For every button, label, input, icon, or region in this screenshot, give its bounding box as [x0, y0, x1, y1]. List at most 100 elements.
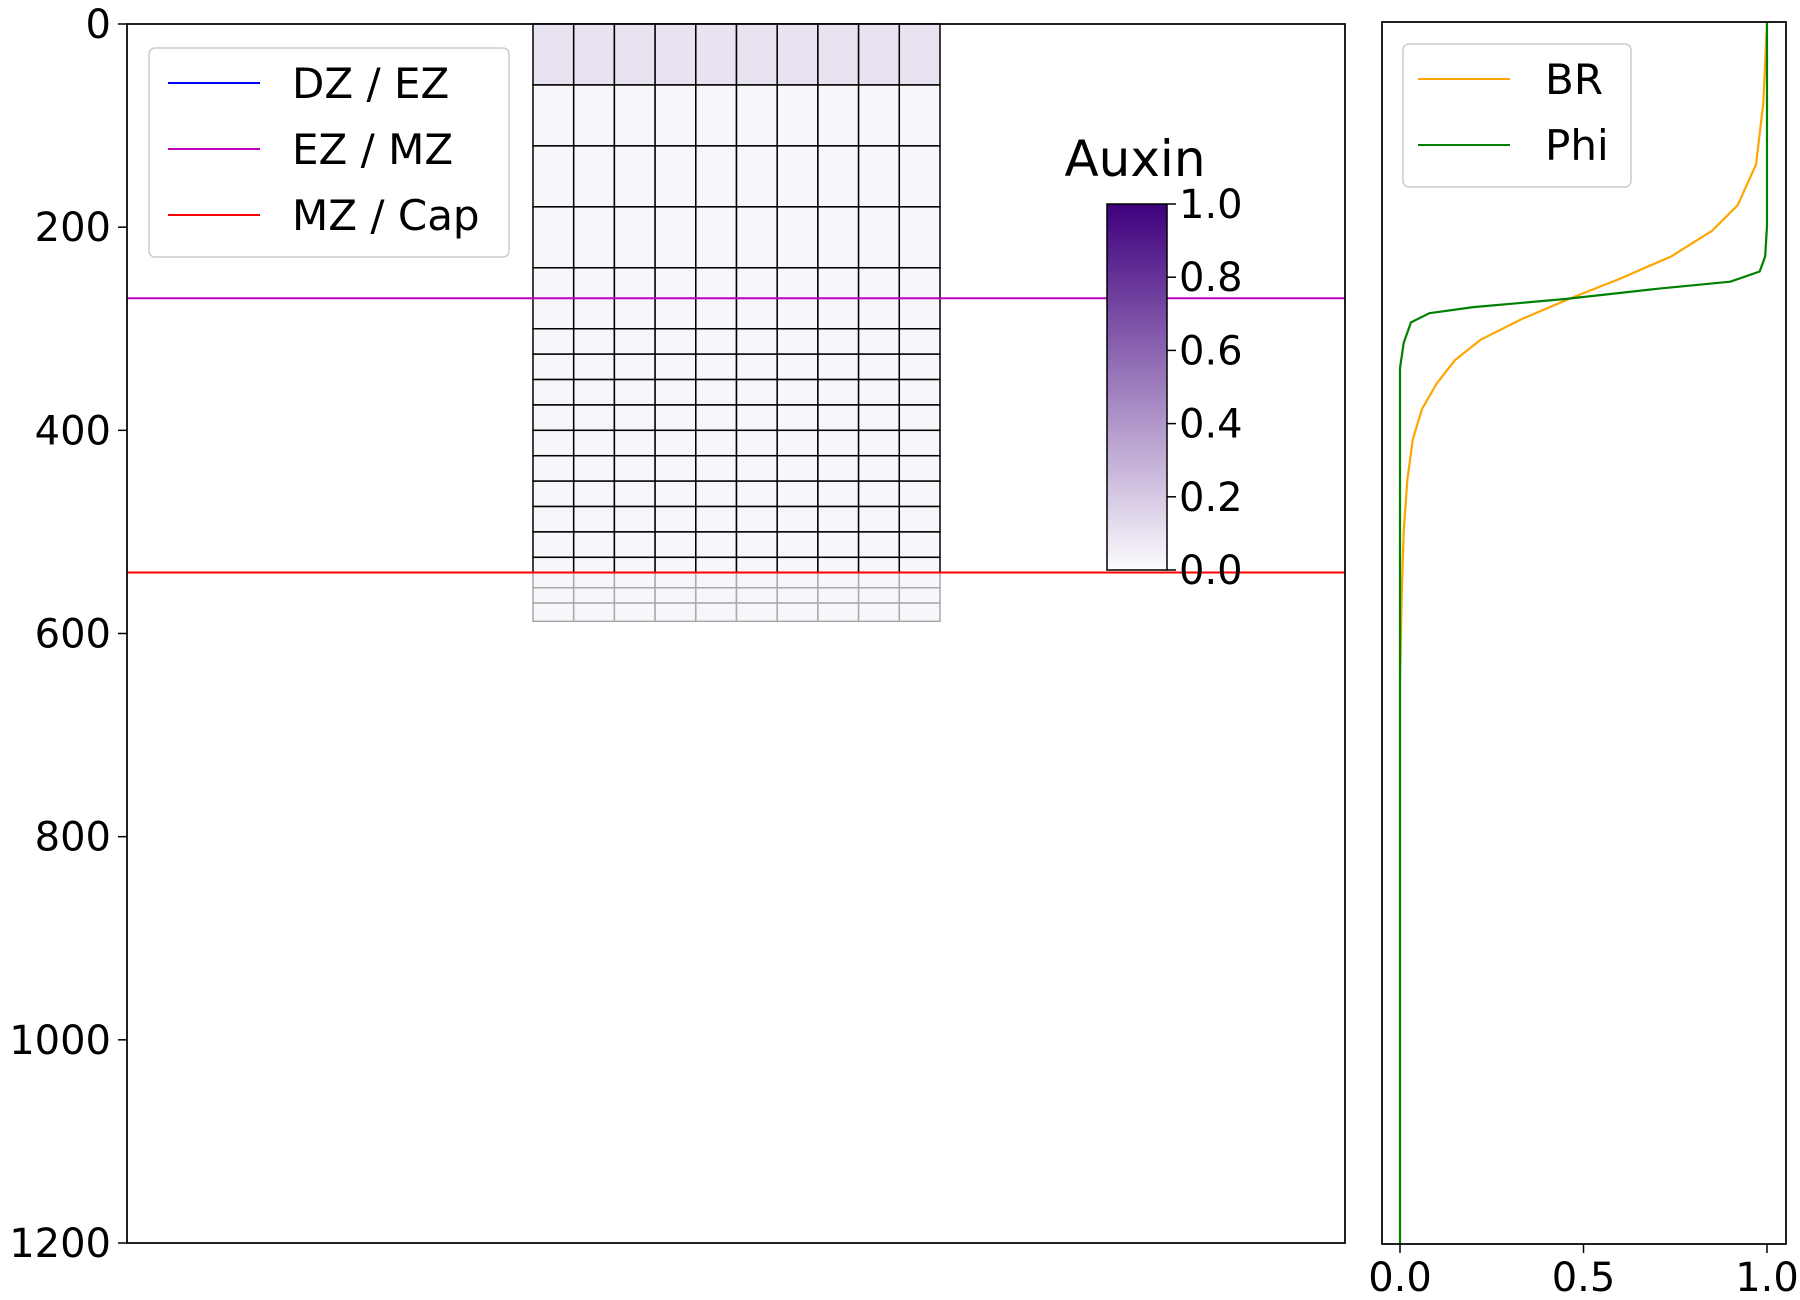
- cell: [776, 84, 819, 147]
- cell: [532, 84, 575, 147]
- cell: [776, 353, 819, 381]
- legend-label-phi: Phi: [1545, 121, 1609, 170]
- cell: [817, 571, 860, 589]
- cell: [654, 353, 697, 381]
- cell: [532, 297, 575, 330]
- cell: [695, 556, 738, 574]
- cell: [898, 556, 941, 574]
- cell: [654, 429, 697, 457]
- cell: [613, 353, 656, 381]
- cell: [572, 84, 616, 147]
- cell: [857, 353, 901, 381]
- cell: [695, 378, 738, 406]
- cell: [572, 353, 616, 381]
- cell: [532, 454, 575, 482]
- y-tick-label: 1000: [9, 1018, 111, 1064]
- cell: [654, 378, 697, 406]
- cell: [735, 353, 778, 381]
- cell: [735, 206, 778, 269]
- cell: [898, 587, 941, 604]
- cell: [613, 556, 656, 574]
- cell: [572, 556, 616, 574]
- cell: [817, 480, 860, 508]
- cell: [654, 480, 697, 508]
- cell: [857, 587, 901, 604]
- profile-series: [1398, 21, 1769, 1244]
- cell: [776, 23, 819, 86]
- cell: [776, 267, 819, 300]
- cell: [776, 571, 819, 589]
- y-tick-label: 1200: [9, 1221, 111, 1267]
- cell: [532, 480, 575, 508]
- cell: [898, 297, 941, 330]
- cell: [857, 267, 901, 300]
- cell: [857, 297, 901, 330]
- cell: [695, 206, 738, 269]
- main-legend: DZ / EZ EZ / MZ MZ / Cap: [148, 47, 510, 258]
- cell: [695, 404, 738, 432]
- cell: [857, 23, 901, 86]
- cell: [695, 297, 738, 330]
- cell: [776, 378, 819, 406]
- cell: [613, 587, 656, 604]
- cell: [898, 454, 941, 482]
- cell: [695, 267, 738, 300]
- cell: [898, 353, 941, 381]
- cell: [857, 571, 901, 589]
- cell: [572, 454, 616, 482]
- cell: [817, 602, 860, 623]
- cell: [613, 571, 656, 589]
- cell: [898, 505, 941, 533]
- y-tick-label: 600: [35, 612, 111, 658]
- cell: [572, 328, 616, 355]
- cell: [695, 480, 738, 508]
- cell: [654, 505, 697, 533]
- cell: [898, 571, 941, 589]
- main-panel: 0 200 400 600 800 1000 1200 DZ / EZ EZ / MZ MZ…: [9, 2, 1346, 1267]
- colorbar-tick-label: 0.4: [1179, 402, 1243, 448]
- cell: [572, 602, 616, 623]
- cell: [613, 454, 656, 482]
- cell: [776, 206, 819, 269]
- y-tick-label: 400: [35, 408, 111, 454]
- cell: [572, 531, 616, 559]
- cell: [857, 145, 901, 208]
- cell: [735, 505, 778, 533]
- cell: [735, 267, 778, 300]
- cell: [817, 353, 860, 381]
- cell: [735, 84, 778, 147]
- cell: [654, 328, 697, 355]
- profile-plot-border: [1381, 21, 1787, 1245]
- cell: [857, 429, 901, 457]
- series-line-phi: [1398, 22, 1769, 1244]
- cell: [735, 556, 778, 574]
- cell: [532, 23, 575, 86]
- cell: [695, 328, 738, 355]
- profile-panel: 0.0 0.5 1.0 BR Phi: [1368, 21, 1799, 1300]
- cell: [695, 353, 738, 381]
- cell: [532, 206, 575, 269]
- cell: [857, 602, 901, 623]
- cell: [898, 145, 941, 208]
- y-tick-label: 800: [35, 815, 111, 861]
- cell: [817, 505, 860, 533]
- colorbar-tick-label: 0.2: [1179, 475, 1243, 521]
- cell: [817, 328, 860, 355]
- cell: [817, 267, 860, 300]
- cell: [654, 531, 697, 559]
- cell: [735, 328, 778, 355]
- cell: [532, 556, 575, 574]
- cell: [532, 404, 575, 432]
- cell: [776, 556, 819, 574]
- cell: [735, 378, 778, 406]
- cell: [572, 404, 616, 432]
- cell: [532, 267, 575, 300]
- cell: [735, 23, 778, 86]
- cell: [613, 429, 656, 457]
- cell: [532, 505, 575, 533]
- x-tick-label: 1.0: [1735, 1255, 1799, 1300]
- cell: [613, 531, 656, 559]
- cell: [613, 404, 656, 432]
- cell: [572, 267, 616, 300]
- cell: [898, 267, 941, 300]
